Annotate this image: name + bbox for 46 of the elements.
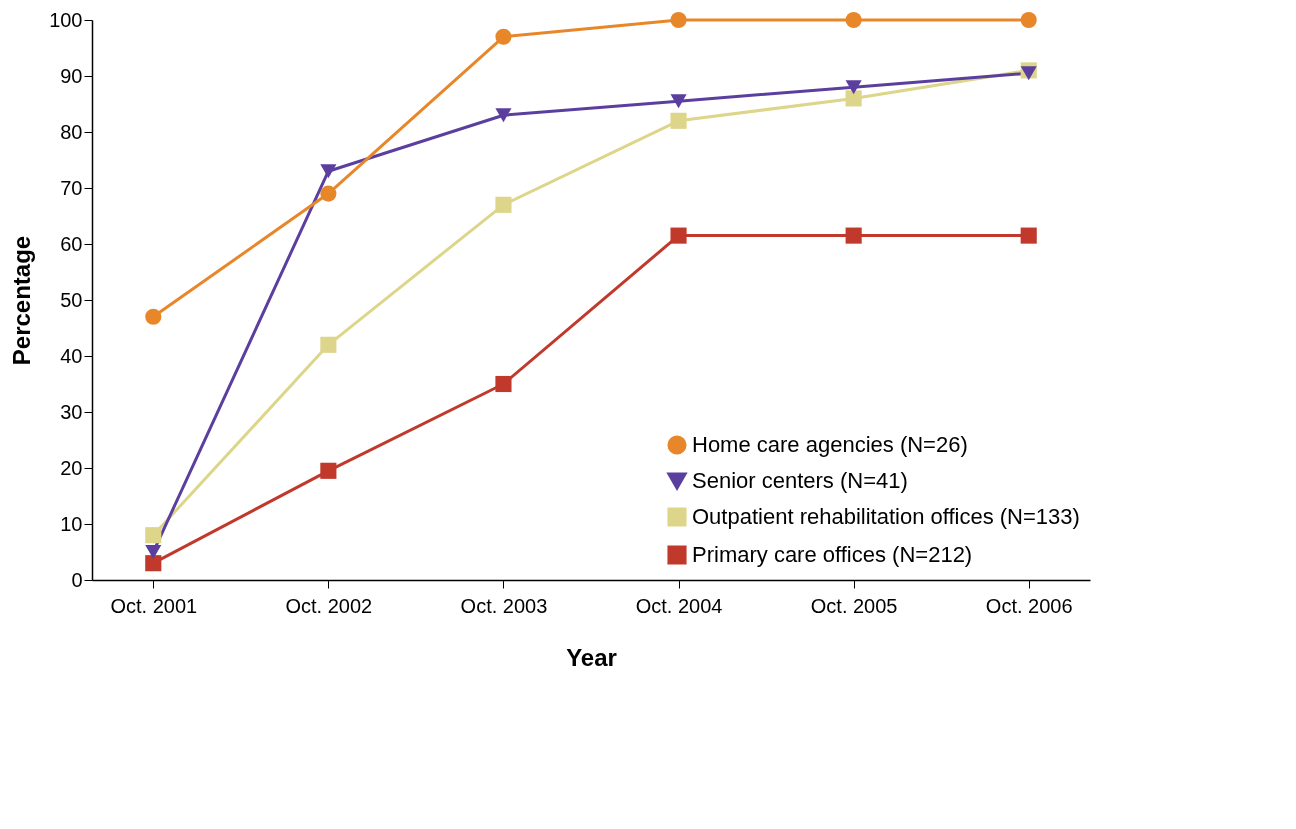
point (145, 555, 162, 572)
legend-label: Home care agencies (N=26) (692, 432, 968, 457)
legend-label: Primary care offices (N=212) (692, 542, 973, 567)
point (845, 227, 862, 244)
x-tick-label: Oct. 2005 (810, 594, 898, 617)
y-tick-label: 90 (60, 64, 83, 87)
y-tick-label: 30 (60, 400, 83, 423)
point (495, 196, 512, 213)
legend-label: Senior centers (N=41) (692, 468, 908, 493)
point (495, 375, 512, 393)
point (145, 308, 162, 325)
point (1020, 66, 1037, 81)
y-tick-label: 50 (60, 288, 83, 311)
x-tick-label: Oct. 2004 (635, 594, 723, 617)
point (670, 94, 687, 109)
point (145, 527, 162, 544)
y-tick-label: 70 (60, 176, 83, 199)
y-tick-label: 80 (60, 120, 83, 143)
x-tick-label: Oct. 2002 (285, 594, 373, 617)
point (1020, 227, 1037, 244)
y-axis-title: Percentage (8, 235, 36, 366)
x-tick-label: Oct. 2003 (460, 594, 548, 617)
y-tick-label: 40 (60, 344, 83, 367)
y-tick-label: 100 (49, 8, 83, 31)
y-tick-label: 10 (60, 512, 83, 535)
point (845, 90, 862, 107)
legend-label: Outpatient rehabilitation offices (N=133) (692, 504, 1080, 529)
x-tick-label: Oct. 2006 (985, 594, 1073, 617)
point (1020, 11, 1037, 29)
point (845, 11, 862, 29)
y-tick-label: 20 (60, 456, 83, 479)
y-tick-label: 0 (71, 568, 83, 591)
point (495, 28, 512, 45)
point (845, 80, 862, 95)
y-tick-label: 60 (60, 232, 83, 255)
point (320, 336, 337, 353)
point (495, 108, 512, 123)
point (670, 112, 687, 129)
point (145, 545, 162, 559)
point (320, 164, 337, 179)
point (320, 185, 337, 202)
x-axis-title: Year (566, 643, 617, 671)
x-tick-label: Oct. 2001 (110, 594, 198, 617)
point (670, 227, 687, 244)
point (670, 11, 687, 29)
point (320, 462, 337, 479)
